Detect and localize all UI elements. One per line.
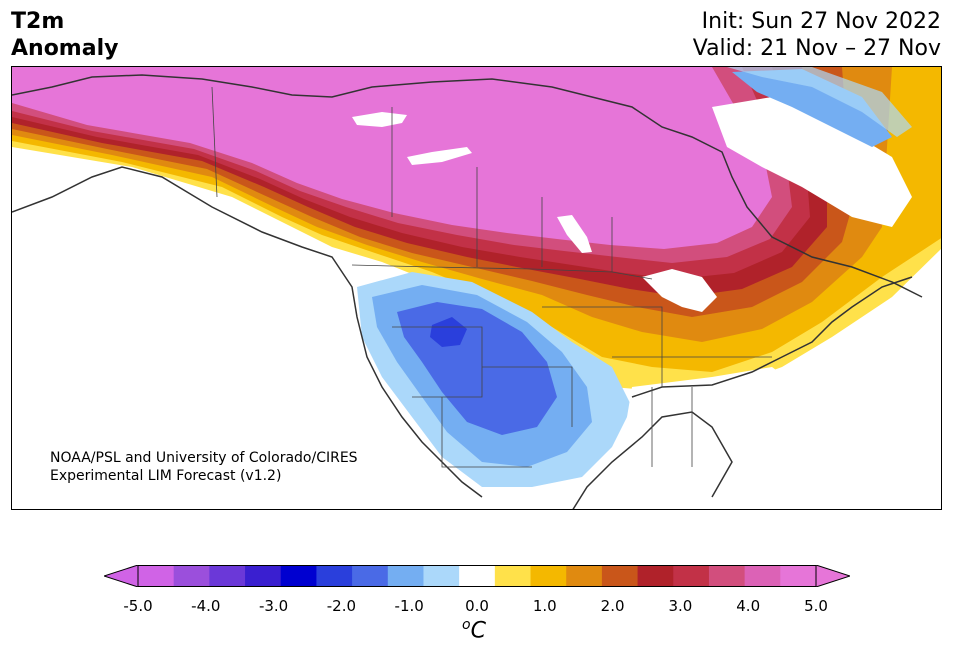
colorbar-swatch (780, 565, 817, 587)
colorbar-swatch (138, 565, 175, 587)
colorbar-tick-label: 4.0 (736, 597, 761, 615)
colorbar-swatch (280, 565, 317, 587)
labrador-lightblue (727, 67, 912, 137)
great-bear-lake (352, 112, 407, 127)
anomaly-map: NOAA/PSL and University of Colorado/CIRE… (11, 66, 942, 510)
colorbar-tick-label: -5.0 (123, 597, 153, 615)
colorbar-unit: oC (462, 617, 486, 643)
colorbar-tick-label: 1.0 (532, 597, 557, 615)
colorbar-swatch (387, 565, 424, 587)
colorbar-swatch (352, 565, 389, 587)
title-line-2: Anomaly (11, 36, 119, 61)
colorbar-swatch (530, 565, 567, 587)
hudson-white (712, 97, 912, 227)
colorbar-border (137, 565, 817, 587)
credit-text: NOAA/PSL and University of Colorado/CIRE… (50, 449, 358, 485)
political-borders (211, 86, 772, 468)
colorbar-tick-label: -2.0 (326, 597, 357, 615)
colorbar-swatch (245, 565, 282, 587)
lake-winnipeg (557, 215, 592, 253)
cold-core (430, 317, 467, 347)
colorbar-tick-label: 2.0 (600, 597, 625, 615)
unit-degree: o (462, 617, 471, 633)
colorbar-swatch (637, 565, 674, 587)
colorbar-tick-label: 3.0 (668, 597, 693, 615)
colorbar-swatch (423, 565, 460, 587)
valid-range: Valid: 21 Nov – 27 Nov (692, 36, 941, 61)
colorbar-tick-labels: -5.0 -4.0 -3.0 -2.0 -1.0 0.0 1.0 2.0 3.0 4.0 5.0 (0, 597, 953, 617)
colorbar-swatch (173, 565, 210, 587)
credit-line-1: NOAA/PSL and University of Colorado/CIRE… (50, 450, 358, 466)
colorbar-tick-label: -1.0 (394, 597, 424, 615)
colorbar-tick-label: 0.0 (465, 597, 489, 615)
colorbar-swatch (601, 565, 639, 587)
southeast-white (573, 367, 812, 509)
colorbar-swatch (708, 565, 746, 587)
great-lakes (642, 269, 717, 312)
init-date: Init: Sun 27 Nov 2022 (701, 9, 941, 34)
colorbar-tick-label: 5.0 (804, 597, 828, 615)
colorbar-swatch (494, 565, 532, 587)
great-slave-lake (407, 147, 472, 165)
colorbar-swatch (673, 565, 710, 587)
colorbar-extend-max (815, 565, 850, 587)
colorbar-swatch (316, 565, 353, 587)
colorbar-tick-label: -3.0 (258, 597, 289, 615)
colorbar-extend-min (104, 565, 139, 587)
forecast-dates: Init: Sun 27 Nov 2022 Valid: 21 Nov – 27… (693, 8, 941, 62)
title-line-1: T2m (11, 9, 65, 34)
colorbar-swatch (744, 565, 781, 587)
colorbar-swatch (459, 565, 496, 587)
unit-letter: C (470, 618, 486, 644)
credit-line-2: Experimental LIM Forecast (v1.2) (50, 468, 282, 484)
colorbar-swatch (566, 565, 603, 587)
labrador-blue (732, 69, 892, 147)
colorbar-tick-label: -4.0 (191, 597, 221, 615)
coastlines (12, 74, 923, 509)
colorbar-swatch (209, 565, 246, 587)
colorbar (104, 565, 850, 587)
map-svg (12, 67, 941, 509)
map-title: T2m Anomaly (11, 8, 118, 62)
